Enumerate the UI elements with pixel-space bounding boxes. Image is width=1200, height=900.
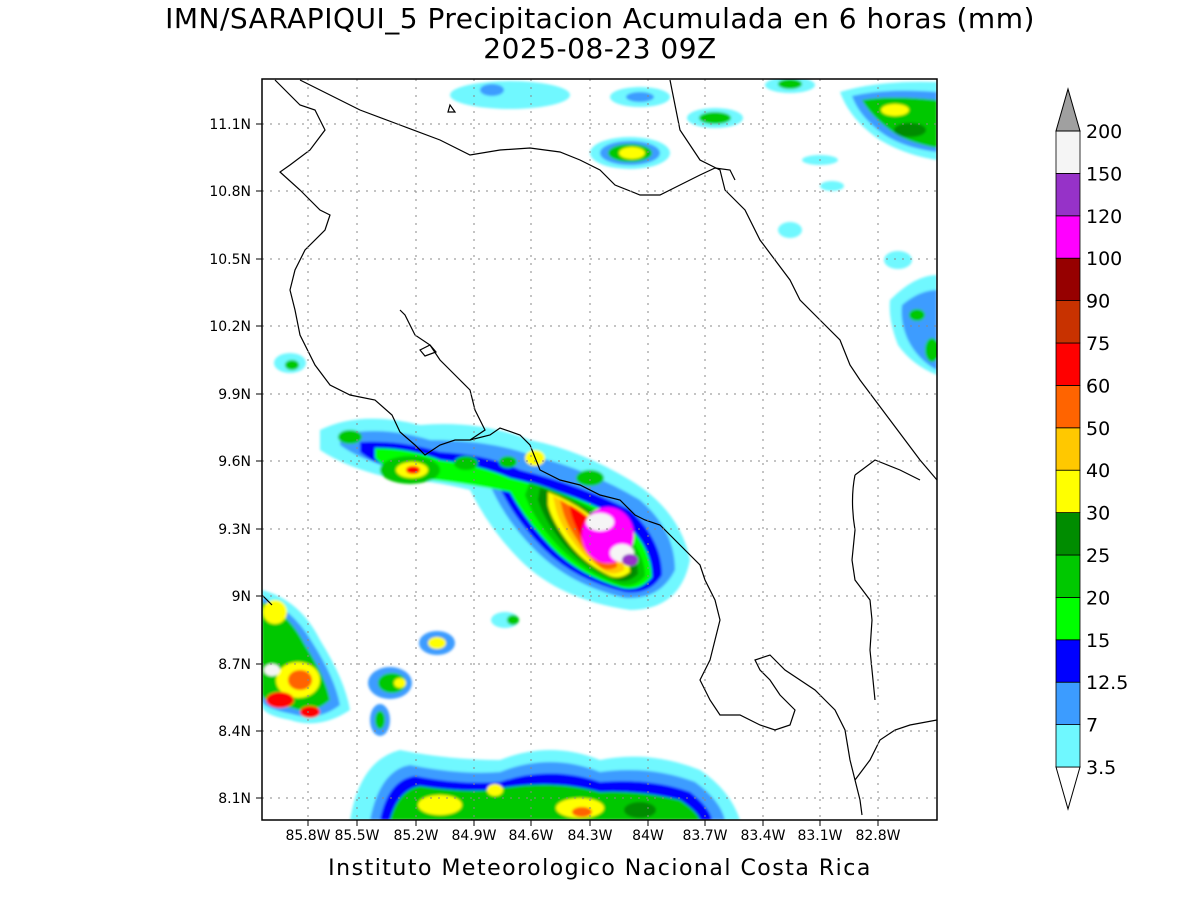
colorbar-legend <box>1055 87 1081 811</box>
map-grid <box>262 79 937 820</box>
y-tick-label: 10.5N <box>209 252 251 268</box>
x-tick-label: 84.9W <box>451 828 496 844</box>
colorbar-bottom-arrow <box>1055 766 1081 811</box>
colorbar-level-label: 200 <box>1086 121 1122 143</box>
x-tick-label: 83.1W <box>797 828 842 844</box>
chart-title: IMN/SARAPIQUI_5 Precipitacion Acumulada … <box>165 2 1035 35</box>
colorbar-swatch <box>1055 597 1081 641</box>
colorbar-swatch <box>1055 469 1081 514</box>
tick-marks <box>256 123 879 826</box>
y-tick-label: 9.6N <box>218 454 251 470</box>
colorbar-level-label: 7 <box>1086 715 1098 737</box>
colorbar-level-label: 15 <box>1086 630 1110 652</box>
x-tick-label: 84W <box>632 828 664 844</box>
colorbar-swatch <box>1055 257 1081 302</box>
y-tick-label: 8.1N <box>218 791 251 807</box>
colorbar-swatch <box>1055 215 1081 259</box>
y-tick-label: 10.2N <box>209 319 251 335</box>
colorbar-level-label: 100 <box>1086 248 1122 270</box>
y-tick-label: 9N <box>232 589 251 605</box>
colorbar-swatch <box>1055 130 1081 174</box>
coastline-and-borders <box>262 79 937 816</box>
colorbar-swatch <box>1055 384 1081 429</box>
colorbar-level-label: 50 <box>1086 418 1110 440</box>
colorbar-swatch <box>1055 639 1081 683</box>
colorbar-level-label: 40 <box>1086 460 1110 482</box>
x-tick-label: 85.5W <box>334 828 379 844</box>
colorbar-swatch <box>1055 342 1081 386</box>
x-tick-label: 82.8W <box>855 828 900 844</box>
y-tick-label: 9.3N <box>218 522 251 538</box>
colorbar-level-label: 75 <box>1086 333 1110 355</box>
colorbar-level-label: 150 <box>1086 163 1122 185</box>
colorbar-top-arrow <box>1055 87 1081 132</box>
x-tick-label: 84.6W <box>508 828 553 844</box>
colorbar-level-label: 20 <box>1086 587 1110 609</box>
colorbar-swatch <box>1055 724 1081 768</box>
x-tick-label: 85.2W <box>393 828 438 844</box>
y-tick-label: 10.8N <box>209 184 251 200</box>
x-tick-label: 83.7W <box>682 828 727 844</box>
y-tick-label: 9.9N <box>218 387 251 403</box>
colorbar-level-label: 12.5 <box>1086 672 1128 694</box>
colorbar-swatch <box>1055 172 1081 217</box>
colorbar-swatch <box>1055 681 1081 726</box>
footer-credit: Instituto Meteorologico Nacional Costa R… <box>328 856 872 881</box>
colorbar-swatch <box>1055 300 1081 344</box>
colorbar-level-label: 60 <box>1086 375 1110 397</box>
precipitation-field <box>262 79 937 820</box>
colorbar-swatch <box>1055 427 1081 471</box>
colorbar-level-label: 30 <box>1086 503 1110 525</box>
colorbar-level-label: 3.5 <box>1086 757 1116 779</box>
x-tick-label: 83.4W <box>740 828 785 844</box>
y-tick-label: 8.7N <box>218 657 251 673</box>
colorbar-swatch <box>1055 554 1081 598</box>
colorbar-level-label: 90 <box>1086 291 1110 313</box>
y-tick-label: 8.4N <box>218 724 251 740</box>
y-tick-label: 11.1N <box>209 117 251 133</box>
x-tick-label: 85.8W <box>285 828 330 844</box>
chart-subtitle-datetime: 2025-08-23 09Z <box>483 32 717 65</box>
x-tick-label: 84.3W <box>567 828 612 844</box>
map-frame <box>261 78 938 821</box>
colorbar-level-label: 120 <box>1086 206 1122 228</box>
colorbar-level-label: 25 <box>1086 545 1110 567</box>
colorbar-swatch <box>1055 512 1081 556</box>
